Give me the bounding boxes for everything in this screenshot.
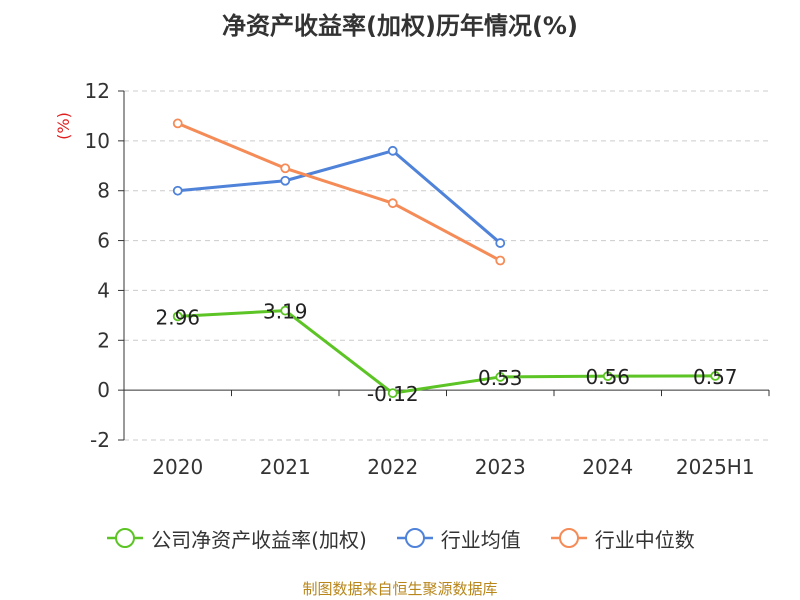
data-point xyxy=(387,388,398,399)
x-tick-label: 2024 xyxy=(582,455,633,479)
y-tick-label: 6 xyxy=(97,229,110,253)
data-point xyxy=(280,305,291,316)
x-tick-label: 2023 xyxy=(475,455,526,479)
data-point xyxy=(280,175,291,186)
data-point xyxy=(280,163,291,174)
y-tick-label: 10 xyxy=(85,129,110,153)
data-point xyxy=(387,198,398,209)
legend: 公司净资产收益率(加权) 行业均值 行业中位数 xyxy=(0,518,800,558)
y-tick-label: 4 xyxy=(97,278,110,302)
data-label: 0.56 xyxy=(585,365,630,389)
y-axis-label: (%) xyxy=(54,112,73,140)
data-label: 3.19 xyxy=(263,300,308,324)
y-tick-label: -2 xyxy=(90,428,110,452)
axes: -2 0 2 4 6 8 10 12 2020 2021 2022 2023 2024 2025H1 xyxy=(85,79,770,479)
x-tick-label: 2021 xyxy=(260,455,311,479)
y-tick-label: 2 xyxy=(97,328,110,352)
source-note: 制图数据来自恒生聚源数据库 xyxy=(302,580,498,598)
legend-label: 行业中位数 xyxy=(594,527,695,552)
legend-marker xyxy=(107,528,144,548)
data-point xyxy=(172,185,183,196)
legend-label: 行业均值 xyxy=(440,527,521,552)
legend-item: 行业中位数 xyxy=(549,524,695,553)
series-line-0 xyxy=(177,309,716,395)
data-point xyxy=(172,118,183,129)
y-tick-label: 0 xyxy=(97,378,110,402)
y-tick-label: 12 xyxy=(85,79,110,103)
x-tick-label: 2020 xyxy=(152,455,203,479)
data-label: -0.12 xyxy=(367,382,419,406)
series-lines xyxy=(172,118,721,399)
data-point xyxy=(387,145,398,156)
data-point xyxy=(710,371,721,381)
data-labels: 2.96 3.19 -0.12 0.53 0.56 0.57 xyxy=(155,300,737,407)
data-point xyxy=(495,372,506,382)
x-tick-label: 2025H1 xyxy=(676,455,755,479)
chart-title: 净资产收益率(加权)历年情况(%) xyxy=(222,12,578,40)
legend-label: 公司净资产收益率(加权) xyxy=(151,527,367,552)
series-line-2 xyxy=(177,122,501,262)
data-point xyxy=(172,311,183,322)
y-tick-label: 8 xyxy=(97,179,110,203)
data-label: 0.53 xyxy=(478,366,523,390)
legend-marker xyxy=(396,528,433,548)
data-point xyxy=(495,255,506,266)
legend-marker xyxy=(550,528,587,548)
series-line-1 xyxy=(177,149,502,245)
data-label: 0.57 xyxy=(693,365,738,389)
legend-item: 公司净资产收益率(加权) xyxy=(105,524,367,553)
gridlines xyxy=(124,90,769,441)
legend-item: 行业均值 xyxy=(395,524,521,553)
x-tick-label: 2022 xyxy=(367,455,418,479)
data-label: 2.96 xyxy=(155,305,200,329)
data-point xyxy=(495,238,506,248)
data-point xyxy=(602,371,613,382)
